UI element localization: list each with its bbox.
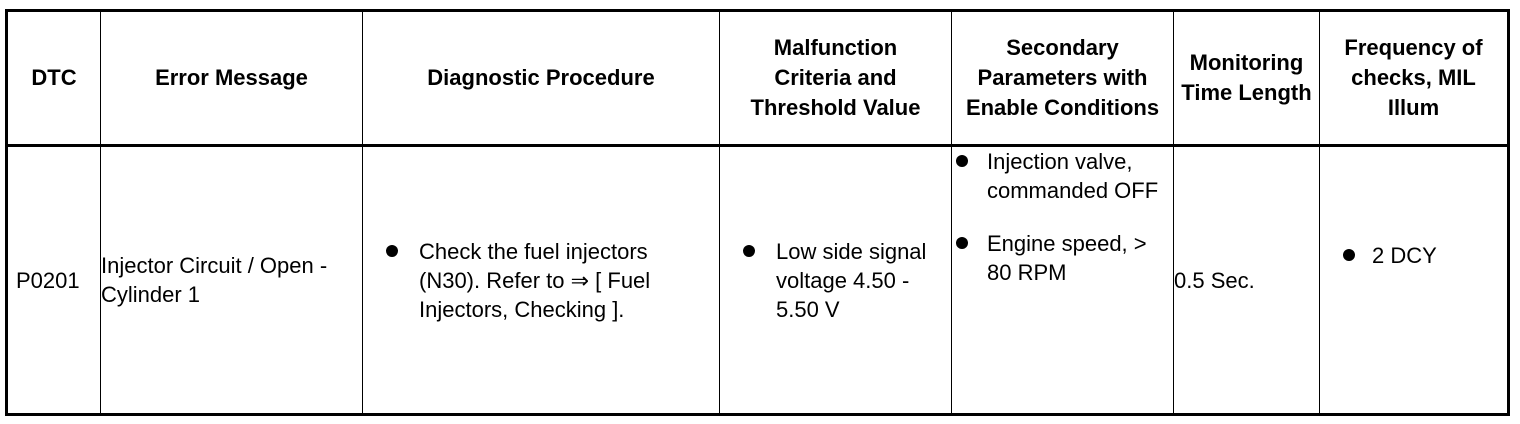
diagnostic-procedure-list: Check the fuel injectors (N30). Refer to…: [363, 237, 701, 324]
secondary-parameters-list: Injection valve, commanded OFF Engine sp…: [952, 147, 1169, 287]
table-row: P0201 Injector Circuit / Open - Cylinder…: [6, 145, 1509, 415]
header-monitoring-time: Monitoring Time Length: [1173, 10, 1320, 147]
header-malfunction-criteria: Malfunction Criteria and Threshold Value: [719, 10, 952, 147]
cell-frequency: 2 DCY: [1319, 145, 1509, 415]
frequency-list: 2 DCY: [1320, 241, 1507, 270]
cell-error-message: Injector Circuit / Open - Cylinder 1: [100, 145, 363, 415]
list-item: Check the fuel injectors (N30). Refer to…: [363, 237, 701, 324]
header-row: DTC Error Message Diagnostic Procedure M…: [6, 10, 1509, 147]
list-item: 2 DCY: [1320, 241, 1507, 270]
dtc-table: DTC Error Message Diagnostic Procedure M…: [5, 9, 1510, 416]
header-diagnostic-procedure: Diagnostic Procedure: [362, 10, 720, 147]
malfunction-criteria-list: Low side signal voltage 4.50 - 5.50 V: [720, 237, 947, 324]
cell-dtc-code: P0201: [6, 145, 101, 415]
cell-secondary-parameters: Injection valve, commanded OFF Engine sp…: [951, 145, 1174, 415]
list-item: Low side signal voltage 4.50 - 5.50 V: [720, 237, 947, 324]
header-secondary-parameters: Secondary Parameters with Enable Conditi…: [951, 10, 1174, 147]
cell-diagnostic-procedure: Check the fuel injectors (N30). Refer to…: [362, 145, 720, 415]
list-item: Injection valve, commanded OFF: [952, 147, 1169, 205]
header-frequency: Frequency of checks, MIL Illum: [1319, 10, 1509, 147]
header-dtc: DTC: [6, 10, 101, 147]
cell-monitoring-time: 0.5 Sec.: [1173, 145, 1320, 415]
list-item: Engine speed, > 80 RPM: [952, 229, 1169, 287]
cell-malfunction-criteria: Low side signal voltage 4.50 - 5.50 V: [719, 145, 952, 415]
header-error-message: Error Message: [100, 10, 363, 147]
